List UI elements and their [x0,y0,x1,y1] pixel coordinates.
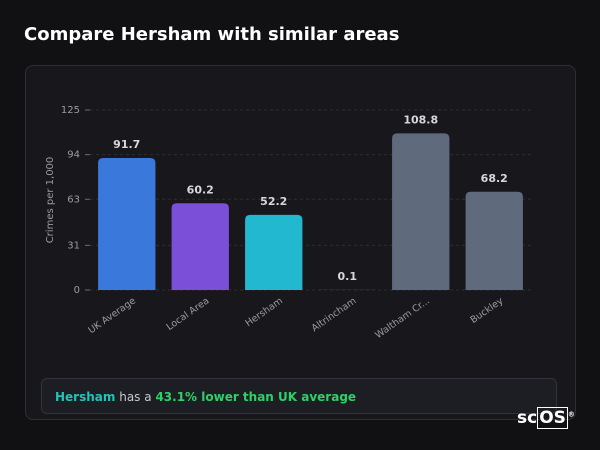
logo: sc OS ® [517,407,575,429]
y-tick-label: 0 [74,285,80,296]
value-label: 91.7 [113,138,140,151]
y-tick-label: 63 [67,194,80,205]
y-tick-label: 31 [67,240,80,251]
summary-area: Hersham [55,390,116,404]
x-tick-label: Altrincham [310,295,359,334]
bar [465,191,523,290]
x-tick-label: UK Average [86,295,138,336]
x-tick-label: Hersham [243,295,284,329]
x-tick-label: Waltham Cr... [373,295,432,341]
value-label: 52.2 [260,195,287,208]
x-tick-label: Local Area [165,295,212,332]
y-tick-label: 125 [61,105,80,116]
y-axis-label: Crimes per 1,000 [45,157,56,244]
value-label: 0.1 [338,270,358,283]
logo-text: sc [517,408,538,428]
logo-mark: ® [567,410,575,419]
value-label: 60.2 [187,183,214,196]
x-tick-label: Buckley [468,295,505,326]
bar [392,133,450,290]
value-label: 108.8 [403,113,438,126]
y-tick-label: 94 [67,150,80,161]
summary: Hersham has a 43.1% lower than UK averag… [41,378,557,414]
summary-text: has a [119,390,152,404]
logo-box: OS [537,407,568,429]
value-label: 68.2 [481,172,508,185]
bar [245,214,303,290]
bar [98,157,156,290]
bar [171,203,229,290]
page-title: Compare Hersham with similar areas [24,24,400,45]
summary-highlight: 43.1% lower than UK average [155,390,357,404]
